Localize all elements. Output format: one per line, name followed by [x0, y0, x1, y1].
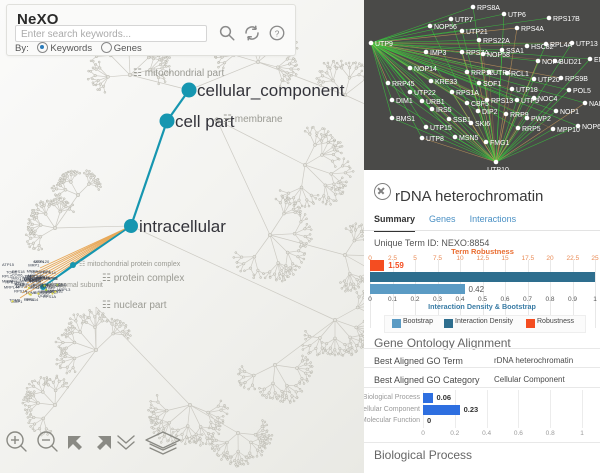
- svg-text:NOP1: NOP1: [560, 109, 579, 116]
- svg-text:ENP1: ENP1: [594, 57, 600, 64]
- svg-text:RPS13: RPS13: [491, 98, 513, 105]
- svg-text:NOC4: NOC4: [538, 96, 558, 103]
- svg-text:RPS7A: RPS7A: [466, 50, 489, 57]
- svg-text:SSA1: SSA1: [506, 48, 524, 55]
- svg-text:TOM6: TOM6: [9, 297, 21, 302]
- svg-text:URB1: URB1: [426, 99, 445, 106]
- svg-text:RPS1A: RPS1A: [456, 90, 479, 97]
- svg-text:UTP21: UTP21: [466, 29, 488, 36]
- svg-text:NAN1: NAN1: [589, 101, 600, 108]
- svg-text:UTP13: UTP13: [576, 41, 598, 48]
- svg-text:?: ?: [275, 29, 280, 38]
- svg-text:MPP10: MPP10: [557, 127, 580, 134]
- svg-text:RRP9: RRP9: [510, 112, 529, 119]
- svg-text:BUD21: BUD21: [559, 59, 582, 66]
- svg-text:UTP20: UTP20: [538, 77, 560, 84]
- svg-text:RRP45: RRP45: [392, 81, 415, 88]
- svg-text:IMG1: IMG1: [22, 275, 33, 280]
- svg-text:UTP7: UTP7: [455, 17, 473, 24]
- svg-text:UTP18: UTP18: [516, 87, 538, 94]
- svg-text:UTP5: UTP5: [521, 98, 539, 105]
- svg-text:BMS1: BMS1: [396, 116, 415, 123]
- svg-text:NOP6: NOP6: [582, 124, 600, 131]
- svg-text:PWP2: PWP2: [531, 116, 551, 123]
- svg-text:RPS18: RPS18: [12, 269, 25, 274]
- svg-text:SSB1: SSB1: [453, 117, 471, 124]
- svg-text:UTP15: UTP15: [430, 125, 452, 132]
- svg-text:MRPL44: MRPL44: [4, 284, 20, 289]
- svg-text:FMG1: FMG1: [490, 140, 510, 147]
- svg-text:RPL4A: RPL4A: [550, 42, 573, 49]
- svg-text:RPS14: RPS14: [26, 297, 39, 302]
- svg-text:IMP3: IMP3: [430, 50, 446, 57]
- svg-text:SKI6: SKI6: [475, 121, 490, 128]
- svg-text:POL5: POL5: [573, 88, 591, 95]
- svg-text:RCL1: RCL1: [511, 71, 529, 78]
- svg-text:CBF5: CBF5: [471, 101, 489, 108]
- svg-text:UTP9: UTP9: [375, 41, 393, 48]
- svg-text:IRS5: IRS5: [436, 107, 452, 114]
- svg-text:NOP14: NOP14: [414, 66, 437, 73]
- svg-text:DIM1: DIM1: [396, 98, 413, 105]
- svg-text:RPS9B: RPS9B: [565, 76, 588, 83]
- svg-text:COX4: COX4: [33, 259, 45, 264]
- svg-text:IMG1: IMG1: [11, 276, 22, 281]
- svg-text:ATP5: ATP5: [48, 276, 58, 281]
- svg-text:RPS8A: RPS8A: [477, 5, 500, 12]
- svg-text:UTP8: UTP8: [426, 136, 444, 143]
- svg-text:UTP6: UTP6: [508, 12, 526, 19]
- svg-text:DIP2: DIP2: [482, 109, 498, 116]
- svg-text:UTP22: UTP22: [414, 90, 436, 97]
- svg-text:ATP15: ATP15: [2, 262, 15, 267]
- svg-text:NOP56: NOP56: [434, 24, 457, 31]
- svg-text:RRP12: RRP12: [471, 70, 494, 77]
- svg-text:SOF1: SOF1: [483, 81, 501, 88]
- svg-text:KRE33: KRE33: [435, 79, 457, 86]
- svg-text:RPS17B: RPS17B: [553, 16, 580, 23]
- svg-text:RPS22A: RPS22A: [483, 38, 510, 45]
- svg-text:RPS4A: RPS4A: [521, 26, 544, 33]
- svg-text:RRP5: RRP5: [522, 126, 541, 133]
- svg-text:UTP4: UTP4: [493, 70, 511, 77]
- svg-text:MSN5: MSN5: [459, 135, 479, 142]
